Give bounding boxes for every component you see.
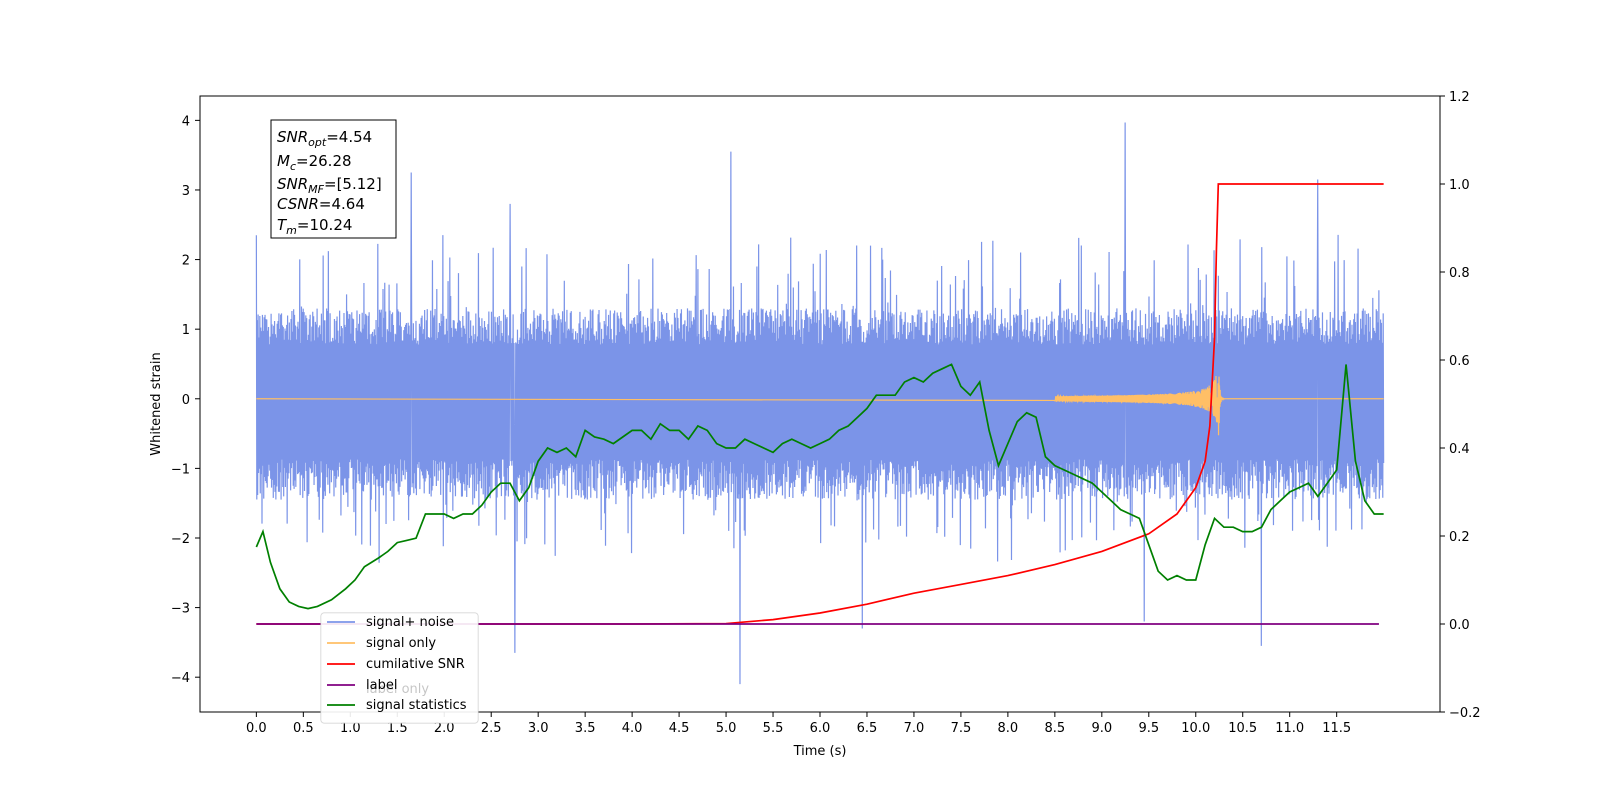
annotation-line: CSNR=4.64	[277, 195, 365, 213]
x-tick-label: 8.0	[998, 721, 1019, 736]
legend-label: signal+ noise	[366, 615, 454, 630]
annotation-symbol: CSNR	[277, 195, 319, 213]
y-right-tick-label: 0.8	[1449, 266, 1470, 281]
x-tick-label: 0.0	[246, 721, 267, 736]
x-tick-label: 7.0	[904, 721, 925, 736]
annotation-frame	[270, 119, 397, 239]
x-axis-ticks: 0.0 0.5 1.0 1.5 2.0 2.5 3.0 3.5 4.0 4.5 5.0 5.5 6.0 6…	[246, 712, 1351, 736]
y-axis-right-ticks: 1.2 1.0 0.8 0.6 0.4 0.2 0.0 −0.2	[1440, 90, 1481, 721]
x-axis-label: Time (s)	[793, 744, 847, 759]
x-tick-label: 10.5	[1228, 721, 1257, 736]
x-tick-label: 8.5	[1045, 721, 1066, 736]
annotation-value: =10.24	[297, 216, 353, 234]
y-tick-label: 3	[182, 184, 190, 199]
annotation-subscript: MF	[308, 183, 324, 196]
y-tick-label: −1	[171, 462, 190, 477]
x-tick-label: 3.0	[528, 721, 549, 736]
x-tick-label: 4.0	[622, 721, 643, 736]
x-tick-label: 9.0	[1091, 721, 1112, 736]
x-tick-label: 11.0	[1275, 721, 1304, 736]
annotation-subscript: opt	[308, 136, 327, 149]
series-cumulative-snr	[256, 183, 1384, 625]
y-tick-label: 1	[182, 323, 190, 338]
annotation-subscript: c	[290, 160, 296, 173]
annotation-value: =4.54	[326, 128, 372, 146]
legend-label: signal only	[366, 636, 436, 651]
x-tick-label: 5.0	[716, 721, 737, 736]
annotation-value: =26.28	[296, 152, 352, 170]
x-tick-label: 6.0	[810, 721, 831, 736]
legend-overlay	[321, 613, 478, 723]
y-tick-label: −2	[171, 532, 190, 547]
x-tick-label: 10.0	[1181, 721, 1210, 736]
y-right-tick-label: −0.2	[1449, 706, 1481, 721]
y-right-tick-label: 0.6	[1449, 354, 1470, 369]
y-right-tick-label: 0.2	[1449, 530, 1470, 545]
x-tick-label: 7.5	[951, 721, 972, 736]
y-tick-label: 2	[182, 254, 190, 269]
y-tick-label: −4	[171, 671, 190, 686]
annotation-value: =4.64	[319, 195, 365, 213]
annotation-subscript: m	[286, 224, 297, 237]
legend-label: signal statistics	[366, 698, 467, 713]
annotation-line: Mc=26.28	[277, 152, 352, 173]
y-right-tick-label: 0.4	[1449, 442, 1470, 457]
annotation-line: SNRMF=[5.12]	[277, 175, 382, 196]
x-tick-label: 6.5	[857, 721, 878, 736]
x-tick-label: 2.5	[481, 721, 502, 736]
y-tick-label: −3	[171, 602, 190, 617]
annotation-symbol: SNR	[277, 128, 308, 146]
x-tick-label: 1.0	[340, 721, 361, 736]
annotation-symbol: SNR	[277, 175, 308, 193]
x-tick-label: 11.5	[1322, 721, 1351, 736]
x-tick-label: 4.5	[669, 721, 690, 736]
series-signal-only	[256, 375, 1384, 436]
y-axis-label: Whitened strain	[149, 352, 164, 455]
annotation-line: Tm=10.24	[277, 216, 352, 237]
y-tick-label: 0	[182, 393, 190, 408]
annotation-value: =[5.12]	[324, 175, 382, 193]
annotation-line: SNRopt=4.54	[277, 128, 372, 149]
x-tick-label: 2.0	[434, 721, 455, 736]
annotation-symbol: T	[277, 216, 288, 234]
y-axis-left-ticks: 4 3 2 1 0 −1 −2 −3 −4	[171, 114, 200, 686]
stats-annotation-box: SNRopt=4.54Mc=26.28SNRMF=[5.12]CSNR=4.64…	[270, 119, 397, 239]
y-tick-label: 4	[182, 114, 190, 129]
x-tick-label: 0.5	[293, 721, 314, 736]
y-right-tick-label: 1.2	[1449, 90, 1470, 105]
x-tick-label: 9.5	[1138, 721, 1159, 736]
y-right-tick-label: 0.0	[1449, 618, 1470, 633]
legend-label: cumilative SNR	[366, 657, 465, 672]
series-signal-plus-noise	[255, 122, 1385, 685]
legend-label: label	[366, 678, 397, 693]
annotation-symbol: M	[277, 152, 290, 170]
series-signal-statistics	[255, 363, 1384, 610]
x-tick-label: 1.5	[387, 721, 408, 736]
y-right-tick-label: 1.0	[1449, 178, 1470, 193]
x-tick-label: 3.5	[575, 721, 596, 736]
x-tick-label: 5.5	[763, 721, 784, 736]
